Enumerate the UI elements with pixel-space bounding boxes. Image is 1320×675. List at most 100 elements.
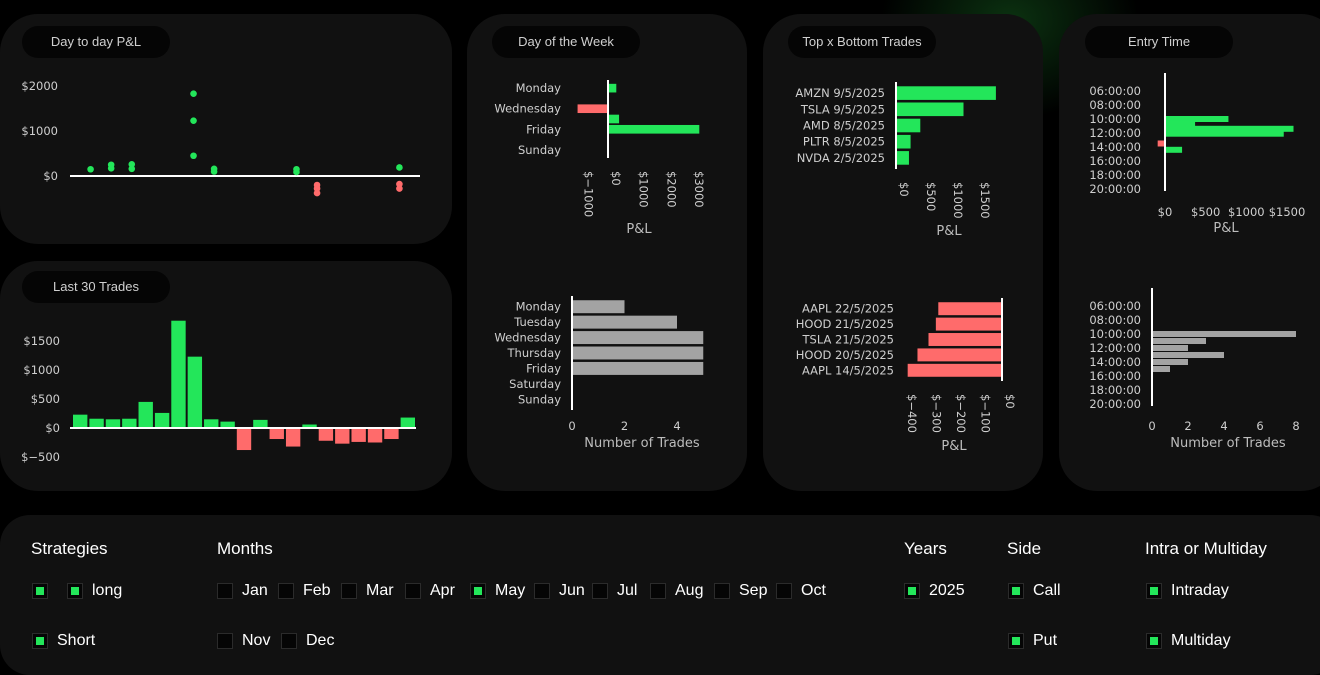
- category-label: Thursday: [507, 346, 562, 360]
- option-label: May: [495, 582, 526, 599]
- month-option-jun[interactable]: Jun: [534, 581, 585, 601]
- bar: [138, 401, 153, 428]
- card-entry-time: Entry Time 06:00:00 08:00:00 10:00:00 12:00…: [1059, 14, 1320, 491]
- checkbox[interactable]: [470, 583, 486, 599]
- month-option-may[interactable]: May: [470, 581, 525, 601]
- checkbox[interactable]: [776, 583, 792, 599]
- bar: [896, 118, 921, 133]
- time-label: 16:00:00: [1089, 369, 1141, 383]
- month-option-aug[interactable]: Aug: [650, 581, 703, 601]
- checkbox[interactable]: [1008, 633, 1024, 649]
- checkbox[interactable]: [278, 583, 294, 599]
- card-title: Day to day P&L: [22, 26, 170, 58]
- option-label: Short: [57, 632, 96, 649]
- x-tick-label: 0: [1148, 419, 1155, 433]
- y-tick-label: $500: [31, 392, 60, 406]
- card-title: Top x Bottom Trades: [788, 26, 936, 58]
- day-pnl-chart: $2000 $1000 $0: [21, 79, 420, 197]
- bar: [928, 333, 1002, 346]
- time-label: 14:00:00: [1089, 355, 1141, 369]
- category-label: NVDA 2/5/2025: [797, 151, 885, 165]
- checkbox[interactable]: [341, 583, 357, 599]
- checkbox[interactable]: [1146, 583, 1162, 599]
- strategy-option-long[interactable]: long: [67, 581, 122, 601]
- data-point: [210, 168, 218, 175]
- category-label: Sunday: [518, 392, 561, 406]
- option-label: Jun: [559, 582, 585, 599]
- bar: [302, 424, 317, 428]
- bar: [89, 418, 104, 428]
- x-tick-label: $0: [897, 182, 911, 197]
- option-label: Apr: [430, 582, 455, 599]
- option-label: long: [92, 582, 123, 599]
- data-point: [190, 152, 197, 160]
- x-tick-label: $1500: [978, 182, 992, 219]
- bar: [1152, 331, 1296, 337]
- category-label: Friday: [526, 361, 561, 375]
- checkbox[interactable]: [904, 583, 920, 599]
- checkbox[interactable]: [32, 633, 48, 649]
- bar: [269, 428, 284, 440]
- checkbox[interactable]: [534, 583, 550, 599]
- category-label: AMZN 9/5/2025: [795, 86, 885, 100]
- time-label: 18:00:00: [1089, 383, 1141, 397]
- bar: [577, 104, 608, 114]
- time-label: 20:00:00: [1089, 182, 1141, 196]
- month-option-nov[interactable]: Nov: [217, 631, 270, 651]
- x-axis-title: Number of Trades: [1170, 436, 1286, 451]
- bar: [1152, 359, 1188, 365]
- x-tick-label: $0: [609, 171, 623, 186]
- year-option-2025[interactable]: 2025: [904, 581, 965, 601]
- last-30-chart: $1500 $1000 $500 $0 $−500: [21, 320, 416, 464]
- checkbox[interactable]: [32, 583, 48, 599]
- checkbox[interactable]: [1146, 633, 1162, 649]
- month-option-feb[interactable]: Feb: [278, 581, 331, 601]
- bar: [572, 300, 625, 314]
- y-tick-label: $0: [43, 169, 58, 183]
- category-label: TSLA 9/5/2025: [800, 102, 885, 116]
- intra-multiday-heading: Intra or Multiday: [1145, 539, 1267, 558]
- month-option-sep[interactable]: Sep: [714, 581, 767, 601]
- month-option-oct[interactable]: Oct: [776, 581, 826, 601]
- option-label: 2025: [929, 582, 965, 599]
- checkbox[interactable]: [281, 633, 297, 649]
- checkbox[interactable]: [217, 633, 233, 649]
- option-label: Jul: [617, 582, 638, 599]
- checkbox[interactable]: [67, 583, 83, 599]
- checkbox[interactable]: [592, 583, 608, 599]
- data-point: [396, 164, 403, 171]
- side-option-put[interactable]: Put: [1008, 631, 1057, 651]
- option-label: Put: [1033, 632, 1058, 649]
- top-bottom-charts: AMZN 9/5/2025 TSLA 9/5/2025 AMD 8/5/2025 PL…: [795, 82, 1017, 454]
- bar: [608, 83, 617, 93]
- strategy-option-short[interactable]: Short: [32, 631, 95, 651]
- strategy-option-blank[interactable]: [32, 581, 48, 601]
- checkbox[interactable]: [405, 583, 421, 599]
- month-option-apr[interactable]: Apr: [405, 581, 455, 601]
- bar: [351, 428, 366, 442]
- bar: [1152, 338, 1206, 344]
- option-intraday[interactable]: Intraday: [1146, 581, 1229, 601]
- checkbox[interactable]: [650, 583, 666, 599]
- side-option-call[interactable]: Call: [1008, 581, 1061, 601]
- card-title: Last 30 Trades: [22, 271, 170, 303]
- month-option-mar[interactable]: Mar: [341, 581, 394, 601]
- x-tick-label: $2000: [664, 171, 678, 208]
- month-option-jan[interactable]: Jan: [217, 581, 268, 601]
- bar: [367, 428, 383, 443]
- category-label: Wednesday: [494, 331, 561, 345]
- month-option-jul[interactable]: Jul: [592, 581, 637, 601]
- option-multiday[interactable]: Multiday: [1146, 631, 1231, 651]
- bar: [572, 346, 704, 360]
- bar: [1165, 130, 1284, 137]
- month-option-dec[interactable]: Dec: [281, 631, 334, 651]
- category-label: PLTR 8/5/2025: [803, 135, 885, 149]
- checkbox[interactable]: [1008, 583, 1024, 599]
- category-label: Monday: [516, 300, 562, 314]
- y-tick-label: $1000: [23, 363, 60, 377]
- checkbox[interactable]: [714, 583, 730, 599]
- checkbox[interactable]: [217, 583, 233, 599]
- time-label: 12:00:00: [1089, 341, 1141, 355]
- x-tick-label: $500: [1191, 205, 1220, 219]
- category-label: HOOD 20/5/2025: [796, 348, 894, 362]
